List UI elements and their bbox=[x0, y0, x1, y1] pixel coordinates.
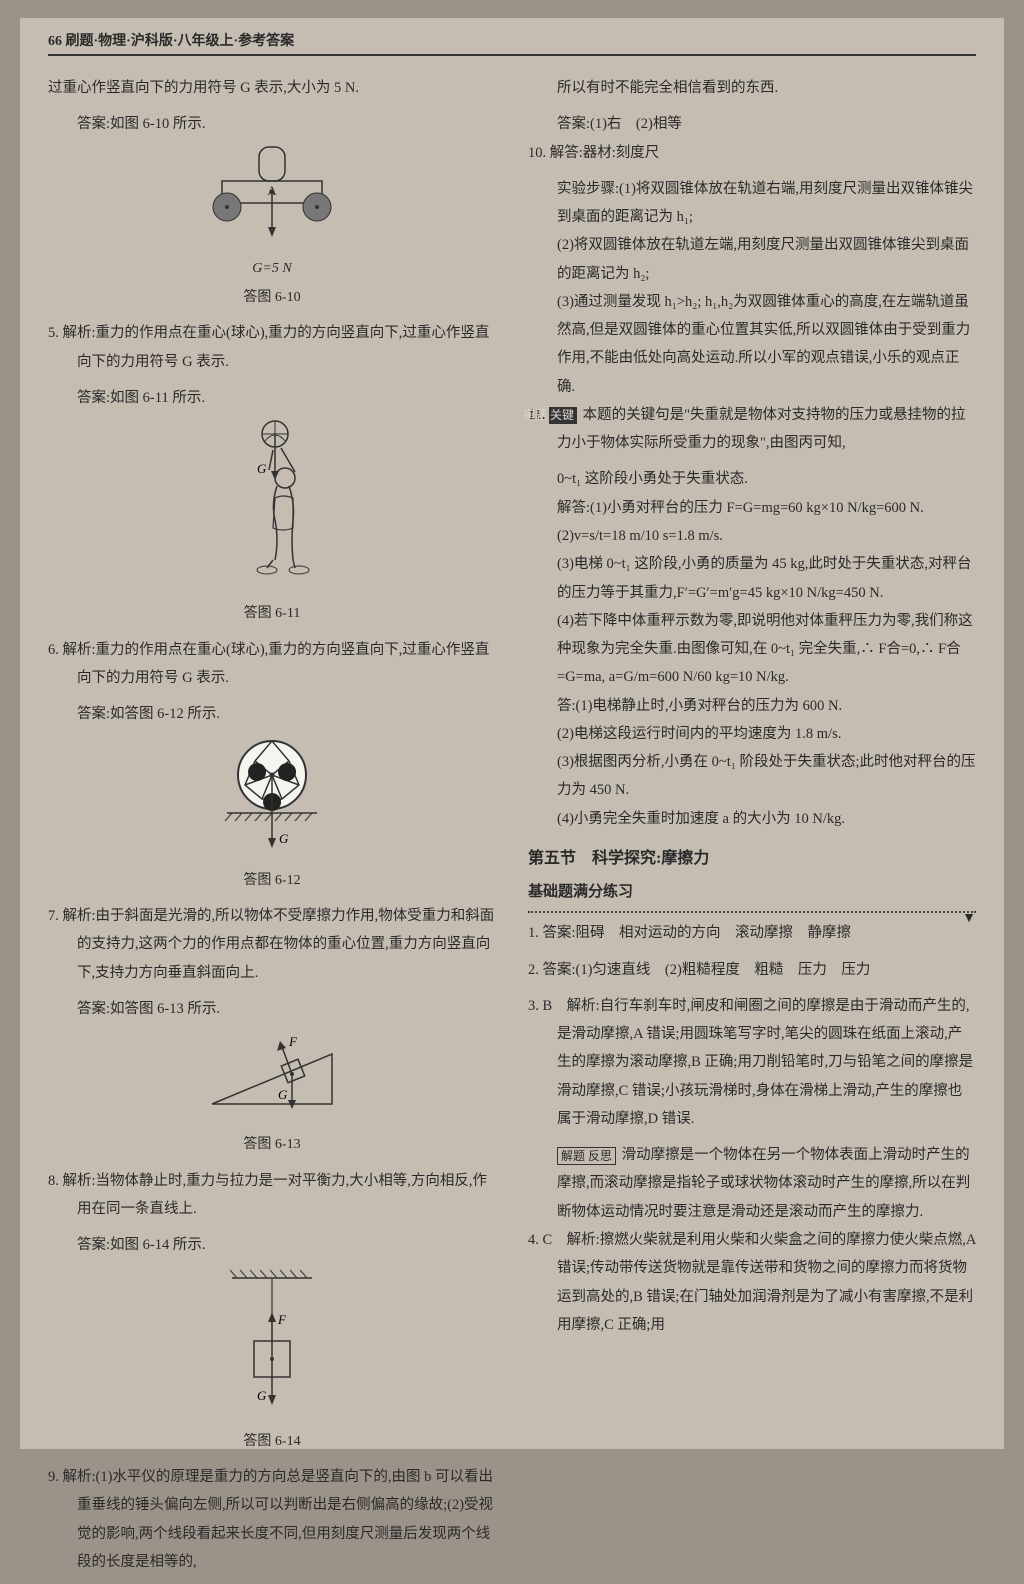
svg-text:G: G bbox=[279, 831, 289, 846]
q11-phase: 0~t₁ 这阶段小勇处于失重状态. bbox=[528, 465, 976, 493]
right-column: 所以有时不能完全相信看到的东西. 答案:(1)右 (2)相等 10. 解答:器材… bbox=[528, 74, 976, 1584]
fig-6-14-svg: F G bbox=[212, 1266, 332, 1416]
fig-6-10-svg: A bbox=[197, 145, 347, 245]
q11-answer-2: (2)电梯这段运行时间内的平均速度为 1.8 m/s. bbox=[528, 720, 976, 748]
fig-6-11-svg: G bbox=[217, 418, 327, 588]
q10-step1: 实验步骤:(1)将双圆锥体放在轨道右端,用刻度尺测量出双锥体锥尖到桌面的距离记为… bbox=[528, 175, 976, 232]
question-11: 11. 审题 关键 本题的关键句是"失重就是物体对支持物的压力或悬挂物的拉力小于… bbox=[528, 401, 976, 458]
basic-q3-note-text: 滑动摩擦是一个物体在另一个物体表面上滑动时产生的摩擦,而滚动摩擦是指轮子或球状物… bbox=[557, 1147, 970, 1220]
answer-5: 答案:如图 6-11 所示. bbox=[48, 384, 496, 412]
fig-6-12-caption: 答图 6-12 bbox=[48, 867, 496, 894]
fig-6-10-label: G=5 N bbox=[48, 255, 496, 282]
svg-text:F: F bbox=[277, 1312, 287, 1327]
question-7: 7. 解析:由于斜面是光滑的,所以物体不受摩擦力作用,物体受重力和斜面的支持力,… bbox=[48, 902, 496, 987]
answer-7: 答案:如答图 6-13 所示. bbox=[48, 995, 496, 1023]
figure-6-10: A G=5 N bbox=[48, 145, 496, 283]
q11-answer-3: (3)根据图丙分析,小勇在 0~t₁ 阶段处于失重状态;此时他对秤台的压力为 4… bbox=[528, 748, 976, 805]
fig-6-13-caption: 答图 6-13 bbox=[48, 1131, 496, 1158]
triangle-icon: ▼ bbox=[962, 905, 976, 932]
figure-6-13: F G bbox=[48, 1029, 496, 1129]
q11-answer-1: 答:(1)电梯静止时,小勇对秤台的压力为 600 N. bbox=[528, 692, 976, 720]
svg-text:G: G bbox=[257, 461, 267, 476]
left-column: 过重心作竖直向下的力用符号 G 表示,大小为 5 N. 答案:如图 6-10 所… bbox=[48, 74, 496, 1584]
svg-text:G: G bbox=[257, 1388, 267, 1403]
basic-q3-note: 解题 反思 滑动摩擦是一个物体在另一个物体表面上滑动时产生的摩擦,而滚动摩擦是指… bbox=[528, 1141, 976, 1226]
fig-6-14-caption: 答图 6-14 bbox=[48, 1428, 496, 1455]
answer-8: 答案:如图 6-14 所示. bbox=[48, 1231, 496, 1259]
q11-key-text: 本题的关键句是"失重就是物体对支持物的压力或悬挂物的拉力小于物体实际所受重力的现… bbox=[557, 407, 966, 451]
question-6: 6. 解析:重力的作用点在重心(球心),重力的方向竖直向下,过重心作竖直向下的力… bbox=[48, 636, 496, 693]
basic-q1: 1. 答案:阻碍 相对运动的方向 滚动摩擦 静摩擦 bbox=[528, 919, 976, 947]
q10-step3: (3)通过测量发现 h₁>h₂; h₁,h₂为双圆锥体重心的高度,在左端轨道虽然… bbox=[528, 288, 976, 401]
q10-step2: (2)将双圆锥体放在轨道左端,用刻度尺测量出双圆锥体锥尖到桌面的距离记为 h₂; bbox=[528, 231, 976, 288]
q11-solution-2: (2)v=s/t=18 m/10 s=1.8 m/s. bbox=[528, 522, 976, 550]
intro-answer: 答案:如图 6-10 所示. bbox=[48, 110, 496, 138]
key-box-icon: 审题 关键 bbox=[549, 407, 577, 423]
basic-practice-title: 基础题满分练习 bbox=[528, 878, 976, 907]
fig-6-11-caption: 答图 6-11 bbox=[48, 600, 496, 627]
figure-6-12: G bbox=[48, 735, 496, 865]
figure-6-11: G bbox=[48, 418, 496, 598]
q11-answer-4: (4)小勇完全失重时加速度 a 的大小为 10 N/kg. bbox=[528, 805, 976, 833]
page: 66 刷题·物理·沪科版·八年级上·参考答案 过重心作竖直向下的力用符号 G 表… bbox=[20, 18, 1004, 1449]
fig-6-12-svg: G bbox=[207, 735, 337, 855]
right-continuation: 所以有时不能完全相信看到的东西. bbox=[528, 74, 976, 102]
question-10: 10. 解答:器材:刻度尺 bbox=[528, 139, 976, 167]
fig-6-10-caption: 答图 6-10 bbox=[48, 284, 496, 311]
reflection-box-icon: 解题 反思 bbox=[557, 1147, 616, 1165]
q11-solution-1: 解答:(1)小勇对秤台的压力 F=G=mg=60 kg×10 N/kg=600 … bbox=[528, 494, 976, 522]
page-header: 66 刷题·物理·沪科版·八年级上·参考答案 bbox=[48, 30, 976, 56]
question-8: 8. 解析:当物体静止时,重力与拉力是一对平衡力,大小相等,方向相反,作用在同一… bbox=[48, 1167, 496, 1224]
figure-6-14: F G bbox=[48, 1266, 496, 1426]
question-5: 5. 解析:重力的作用点在重心(球心),重力的方向竖直向下,过重心作竖直向下的力… bbox=[48, 319, 496, 376]
q11-solution-3: (3)电梯 0~t₁ 这阶段,小勇的质量为 45 kg,此时处于失重状态,对秤台… bbox=[528, 550, 976, 607]
svg-text:G: G bbox=[278, 1087, 288, 1102]
intro-text: 过重心作竖直向下的力用符号 G 表示,大小为 5 N. bbox=[48, 74, 496, 102]
section-5-title: 第五节 科学探究:摩擦力 bbox=[528, 843, 976, 874]
dotted-divider: ▼ bbox=[528, 911, 976, 913]
answer-6: 答案:如答图 6-12 所示. bbox=[48, 700, 496, 728]
basic-q2: 2. 答案:(1)匀速直线 (2)粗糙程度 粗糙 压力 压力 bbox=[528, 956, 976, 984]
two-column-layout: 过重心作竖直向下的力用符号 G 表示,大小为 5 N. 答案:如图 6-10 所… bbox=[48, 74, 976, 1584]
svg-text:F: F bbox=[288, 1034, 298, 1049]
fig-6-13-svg: F G bbox=[192, 1029, 352, 1119]
question-9: 9. 解析:(1)水平仪的原理是重力的方向总是竖直向下的,由图 b 可以看出重垂… bbox=[48, 1463, 496, 1576]
basic-q4: 4. C 解析:擦燃火柴就是利用火柴和火柴盒之间的摩擦力使火柴点燃,A 错误;传… bbox=[528, 1226, 976, 1339]
right-top-answer: 答案:(1)右 (2)相等 bbox=[528, 110, 976, 138]
q11-solution-4: (4)若下降中体重秤示数为零,即说明他对体重秤压力为零,我们称这种现象为完全失重… bbox=[528, 607, 976, 692]
basic-q3: 3. B 解析:自行车刹车时,闸皮和闸圈之间的摩擦是由于滑动而产生的,是滑动摩擦… bbox=[528, 992, 976, 1133]
